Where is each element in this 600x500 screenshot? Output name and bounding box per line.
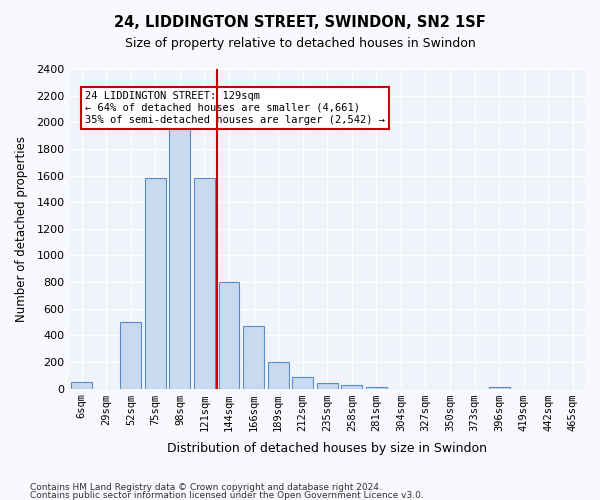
Bar xyxy=(243,326,264,388)
Bar xyxy=(488,386,509,388)
Y-axis label: Number of detached properties: Number of detached properties xyxy=(15,136,28,322)
Bar xyxy=(268,362,289,388)
Bar xyxy=(341,385,362,388)
Text: Size of property relative to detached houses in Swindon: Size of property relative to detached ho… xyxy=(125,38,475,51)
Text: 24 LIDDINGTON STREET: 129sqm
← 64% of detached houses are smaller (4,661)
35% of: 24 LIDDINGTON STREET: 129sqm ← 64% of de… xyxy=(85,92,385,124)
Bar xyxy=(292,376,313,388)
Text: Contains public sector information licensed under the Open Government Licence v3: Contains public sector information licen… xyxy=(30,490,424,500)
Bar xyxy=(366,386,387,388)
Bar xyxy=(218,282,239,389)
Bar xyxy=(121,322,141,388)
X-axis label: Distribution of detached houses by size in Swindon: Distribution of detached houses by size … xyxy=(167,442,487,455)
Bar xyxy=(71,382,92,388)
Text: Contains HM Land Registry data © Crown copyright and database right 2024.: Contains HM Land Registry data © Crown c… xyxy=(30,484,382,492)
Text: 24, LIDDINGTON STREET, SWINDON, SN2 1SF: 24, LIDDINGTON STREET, SWINDON, SN2 1SF xyxy=(114,15,486,30)
Bar xyxy=(145,178,166,388)
Bar xyxy=(169,129,190,388)
Bar xyxy=(317,383,338,388)
Bar xyxy=(194,178,215,388)
